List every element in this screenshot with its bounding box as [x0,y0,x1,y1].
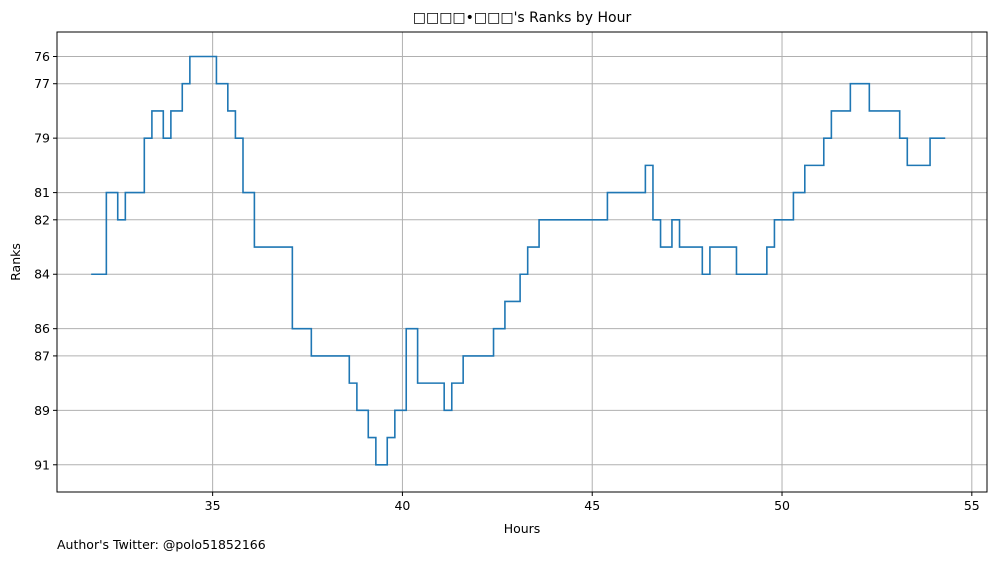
x-tick-label: 35 [205,498,221,513]
y-tick-label: 76 [34,49,50,64]
y-tick-label: 84 [34,267,50,282]
x-tick-label: 50 [774,498,790,513]
y-tick-label: 86 [34,321,50,336]
y-tick-label: 89 [34,403,50,418]
x-axis-label: Hours [504,521,541,536]
x-tick-label: 40 [394,498,410,513]
author-credit: Author's Twitter: @polo51852166 [57,537,266,552]
plot-frame [56,31,988,493]
series-line-rank [91,55,946,466]
y-tick-label: 81 [34,185,50,200]
x-tick-label: 55 [964,498,980,513]
y-tick-label: 77 [34,76,50,91]
grid-lines [57,32,987,492]
axis-ticks: 35 40 45 50 55 76 77 79 81 82 84 86 87 89 91 [34,49,980,513]
y-tick-label: 91 [34,457,50,472]
chart-title: □□□□•□□□'s Ranks by Hour [413,10,632,26]
y-tick-label: 82 [34,212,50,227]
y-tick-label: 87 [34,348,50,363]
y-axis-label: Ranks [8,243,23,281]
y-tick-label: 79 [34,131,50,146]
series-group [91,55,946,466]
x-tick-label: 45 [584,498,600,513]
